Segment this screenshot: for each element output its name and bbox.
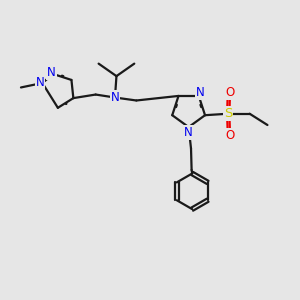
Text: N: N — [184, 126, 193, 139]
Text: O: O — [226, 129, 235, 142]
Text: O: O — [226, 86, 235, 99]
Text: N: N — [196, 86, 205, 99]
Text: S: S — [224, 107, 232, 120]
Text: N: N — [36, 76, 44, 89]
Text: N: N — [47, 66, 56, 79]
Text: N: N — [111, 91, 119, 104]
